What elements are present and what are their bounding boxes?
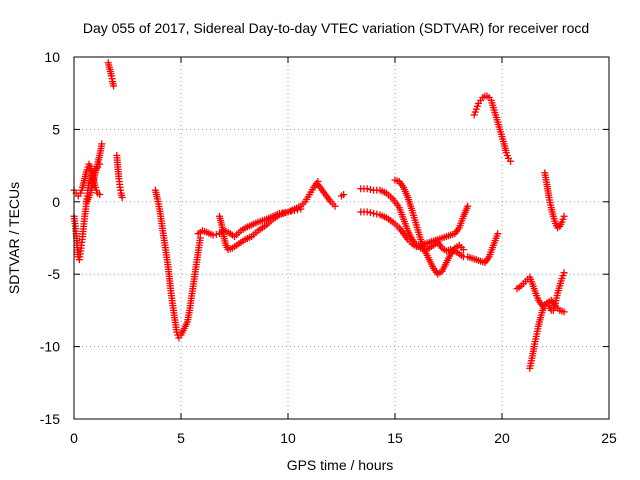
data-point: [284, 208, 292, 216]
data-point: [98, 140, 106, 148]
data-point: [290, 206, 298, 214]
grid-lines: [74, 57, 609, 419]
data-point: [560, 269, 568, 277]
data-point: [297, 205, 305, 213]
tick-labels: 0 5 10 15 20 25 -15 -10 -5 0 5 10: [40, 49, 617, 446]
y-axis-label: SDTVAR / TECUs: [6, 182, 22, 294]
y-tick-label: -10: [40, 339, 60, 355]
data-point: [459, 246, 467, 254]
chart-title: Day 055 of 2017, Sidereal Day-to-day VTE…: [83, 20, 589, 36]
x-axis-label: GPS time / hours: [287, 457, 394, 473]
x-tick-label: 10: [280, 430, 296, 446]
data-point: [363, 185, 371, 193]
data-point: [560, 308, 568, 316]
data-point: [110, 82, 118, 90]
y-tick-label: -15: [40, 411, 60, 427]
y-tick-label: 0: [52, 194, 60, 210]
x-tick-label: 0: [70, 430, 78, 446]
axis-ticks: [73, 56, 610, 420]
y-tick-label: 10: [44, 49, 60, 65]
y-tick-label: 5: [52, 121, 60, 137]
x-tick-label: 20: [494, 430, 510, 446]
x-tick-label: 15: [387, 430, 403, 446]
data-point: [294, 206, 302, 214]
plot-frame: [73, 56, 610, 420]
data-point: [494, 230, 502, 238]
data-point: [118, 193, 126, 201]
data-point: [340, 191, 348, 199]
data-point: [366, 209, 374, 217]
data-point: [363, 208, 371, 216]
data-point: [331, 202, 339, 210]
data-point: [212, 230, 220, 238]
data-point: [560, 212, 568, 220]
data-points: [70, 59, 568, 372]
x-tick-label: 25: [601, 430, 617, 446]
data-point: [370, 209, 378, 217]
data-point: [373, 210, 381, 218]
data-point: [464, 202, 472, 210]
data-point: [366, 185, 374, 193]
data-point: [507, 157, 515, 165]
data-point: [287, 207, 295, 215]
data-point: [96, 191, 104, 199]
y-tick-label: -5: [48, 266, 61, 282]
x-tick-label: 5: [177, 430, 185, 446]
data-point: [209, 231, 217, 239]
